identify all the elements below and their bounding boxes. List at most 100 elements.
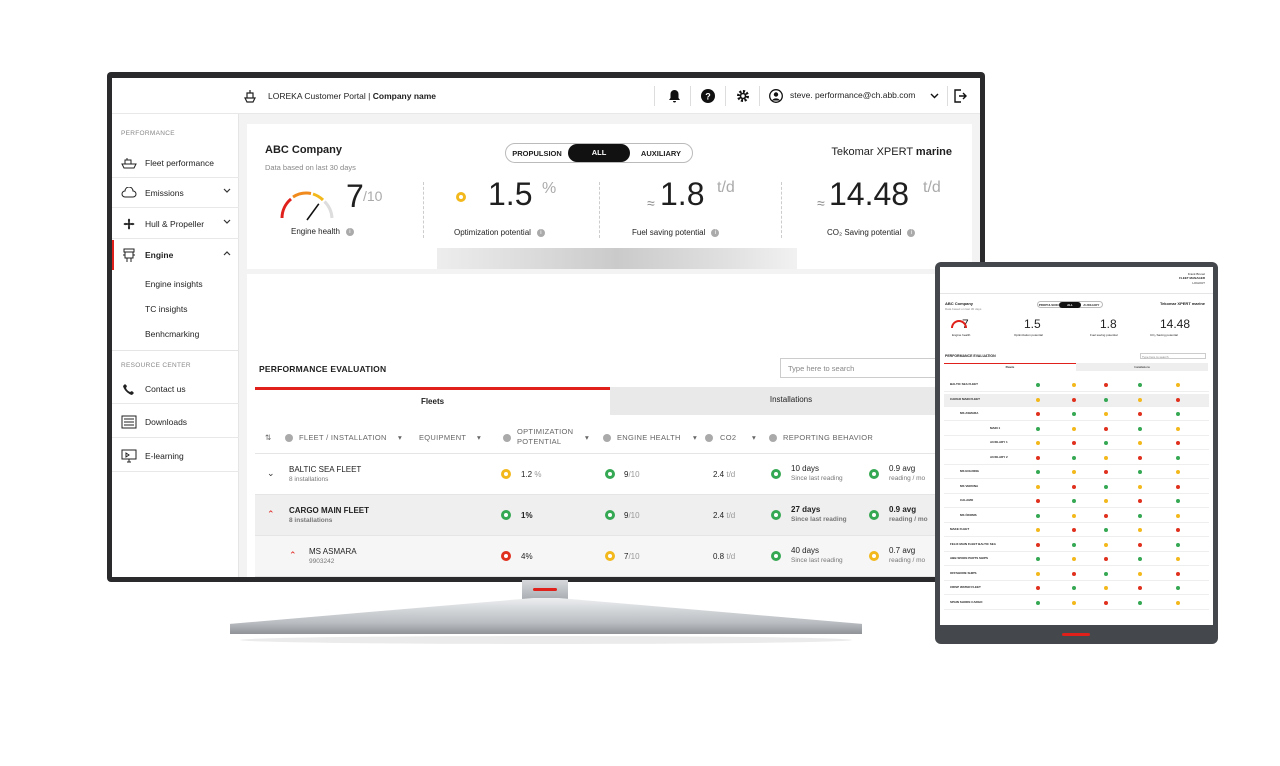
tab-fleets[interactable]: Fleets [255, 387, 610, 415]
info-icon[interactable] [705, 434, 713, 442]
user-email[interactable]: steve. performance@ch.abb.com [790, 90, 916, 100]
tablet-table-row[interactable]: FELIX MAIN FLEET BALTIC SEA [944, 539, 1209, 552]
sort-icon[interactable]: ▾ [752, 433, 757, 442]
tablet-table-row[interactable]: CARGO MAIN FLEET [944, 393, 1209, 407]
tablet-table-row[interactable]: SPAIN SHORE CARGO [944, 597, 1209, 610]
optimization-unit: % [542, 180, 557, 197]
sidebar-subitem-benchmarking[interactable]: Benhcmarking [145, 329, 200, 339]
tablet-brand: Tekomar XPERT marine [1159, 301, 1205, 306]
tablet-table-row[interactable]: OFFSHORE SHIPS [944, 568, 1209, 581]
label-text: Engine health [291, 227, 340, 236]
sidebar-subitem-engine-insights[interactable]: Engine insights [145, 279, 203, 289]
sidebar-item-e-learning[interactable]: E-learning [112, 440, 239, 472]
table-row[interactable]: ⌃ CARGO MAIN FLEET 8 installations 1% 9/10 2.… [255, 495, 972, 536]
main-content: ABC Company Data based on last 30 days P… [239, 114, 980, 577]
engine-health-label: Engine health i [291, 227, 354, 236]
tablet-table-row[interactable]: MS VERONA [944, 481, 1209, 494]
sort-icon[interactable]: ▾ [693, 433, 698, 442]
tablet-tab-installations[interactable]: Installations [1076, 363, 1208, 371]
info-icon[interactable]: i [907, 228, 916, 237]
tablet-table-row[interactable]: MS EOLDING [944, 466, 1209, 479]
table-row[interactable]: ⌄ BALTIC SEA FLEET 8 installations 1.2 % 9/1… [255, 454, 972, 495]
col-equipment[interactable]: EQUIPMENT [419, 433, 467, 442]
info-icon[interactable] [603, 434, 611, 442]
sort-icon[interactable]: ▾ [398, 433, 403, 442]
row-name[interactable]: CARGO MAIN FLEET 8 installations [289, 506, 369, 524]
info-icon[interactable] [769, 434, 777, 442]
tablet-status-icon [1036, 441, 1040, 445]
col-reporting[interactable]: REPORTING BEHAVIOR [783, 433, 874, 442]
col-engine-health[interactable]: ENGINE HEALTH [617, 433, 681, 442]
gear-icon[interactable] [734, 87, 752, 105]
tablet-table-row[interactable]: AUXILARY 2 [944, 452, 1209, 465]
chevron-down-icon[interactable] [223, 219, 231, 225]
help-icon[interactable]: ? [699, 87, 717, 105]
tablet-table-row[interactable]: CRISP WATER FLEET [944, 582, 1209, 595]
tablet-table-row[interactable]: MAIN 1 [944, 423, 1209, 436]
row-name[interactable]: BALTIC SEA FLEET 8 installations [289, 465, 362, 483]
toggle-auxiliary[interactable]: AUXILIARY [640, 148, 682, 158]
toggle-all[interactable]: ALL [568, 144, 630, 162]
monitor-stand [230, 598, 862, 634]
tablet-table-row[interactable]: MS ASMARA [944, 408, 1209, 421]
chevron-down-icon[interactable]: ⌄ [267, 468, 275, 478]
days-since-reading: 40 days Since last reading [791, 546, 843, 564]
table-row[interactable]: ⌃ MS ASMARA 9903242 4% 7/10 0.8 t/d 40 days Sin… [255, 536, 972, 577]
chevron-down-icon[interactable] [223, 188, 231, 194]
days-since-reading: 27 days Since last reading [791, 505, 847, 523]
sidebar-subitem-tc-insights[interactable]: TC insights [145, 304, 188, 314]
tablet-toggle-option[interactable]: AUXILIARY [1083, 302, 1100, 307]
sidebar-item-downloads[interactable]: Downloads [112, 406, 239, 438]
logout-icon[interactable] [951, 87, 969, 105]
tablet-status-icon [1072, 484, 1076, 489]
chevron-up-icon[interactable] [223, 250, 231, 256]
tablet-row-name: MAKE FLEET [950, 527, 970, 531]
sidebar-item-hull-propeller[interactable]: Hull & Propeller [112, 209, 239, 239]
sort-icon[interactable]: ▾ [585, 433, 590, 442]
tablet-toggle-option[interactable]: PROPULSION [1038, 302, 1059, 307]
tablet-table-row[interactable]: ABB SPARE PARTS SHIPS [944, 553, 1209, 566]
sidebar-item-emissions[interactable]: Emissions [112, 178, 239, 208]
tablet-table-row[interactable]: CALAMO [944, 495, 1209, 508]
warning-status-icon [456, 192, 466, 202]
co2-value: 2.4 t/d [713, 470, 736, 479]
toggle-propulsion[interactable]: PROPULSION [512, 148, 562, 158]
portal-title[interactable]: LOREKA Customer Portal | Company name [268, 91, 437, 101]
col-optimization[interactable]: OPTIMIZATION [517, 427, 574, 436]
info-icon[interactable] [503, 434, 511, 442]
bell-icon[interactable] [665, 87, 683, 105]
tablet-logout[interactable]: LOGOUT [1192, 281, 1205, 285]
tablet-row-name: MAIN 1 [990, 425, 1001, 430]
co2-cloud-icon [121, 186, 137, 200]
row-name[interactable]: MS ASMARA 9903242 [309, 547, 357, 565]
sidebar-item-contact-us[interactable]: Contact us [112, 374, 239, 404]
search-input[interactable]: Type here to search [780, 358, 950, 378]
info-icon[interactable]: i [711, 228, 720, 237]
tablet-table-row[interactable]: MS ÖDOMS [944, 510, 1209, 523]
tablet-status-icon [1176, 600, 1180, 605]
info-icon[interactable] [285, 434, 293, 442]
chevron-down-icon[interactable] [925, 87, 943, 105]
col-fleet[interactable]: FLEET / INSTALLATION [299, 433, 387, 442]
tablet-row-name: OFFSHORE SHIPS [950, 570, 977, 575]
sidebar-item-fleet-performance[interactable]: Fleet performance [112, 148, 239, 178]
active-indicator [112, 240, 114, 270]
user-avatar-icon[interactable] [767, 87, 785, 105]
tablet-table-row[interactable]: MAKE FLEET [944, 524, 1209, 537]
tab-installations[interactable]: Installations [610, 387, 972, 415]
sidebar-item-engine[interactable]: Engine [112, 240, 239, 270]
tablet-tab-fleets[interactable]: Fleets [944, 363, 1076, 371]
tablet-toggle-option[interactable]: ALL [1059, 301, 1081, 308]
sort-icon[interactable]: ▾ [477, 433, 482, 442]
tablet-search[interactable]: Type here to search [1140, 353, 1206, 359]
info-icon[interactable]: i [536, 228, 545, 237]
monitor-led [533, 588, 557, 591]
tablet-table-row[interactable]: AUXILARY 1 [944, 437, 1209, 450]
chevron-up-icon[interactable]: ⌃ [267, 509, 275, 519]
fleet-ship-icon [121, 156, 137, 170]
info-icon[interactable]: i [345, 227, 354, 236]
sort-collapse-icon[interactable]: ⇅ [265, 433, 272, 442]
tablet-table-row[interactable]: BALTIC SEA FLEET [944, 379, 1209, 392]
chevron-up-icon[interactable]: ⌃ [289, 550, 297, 560]
col-co2[interactable]: CO2 [720, 433, 737, 442]
